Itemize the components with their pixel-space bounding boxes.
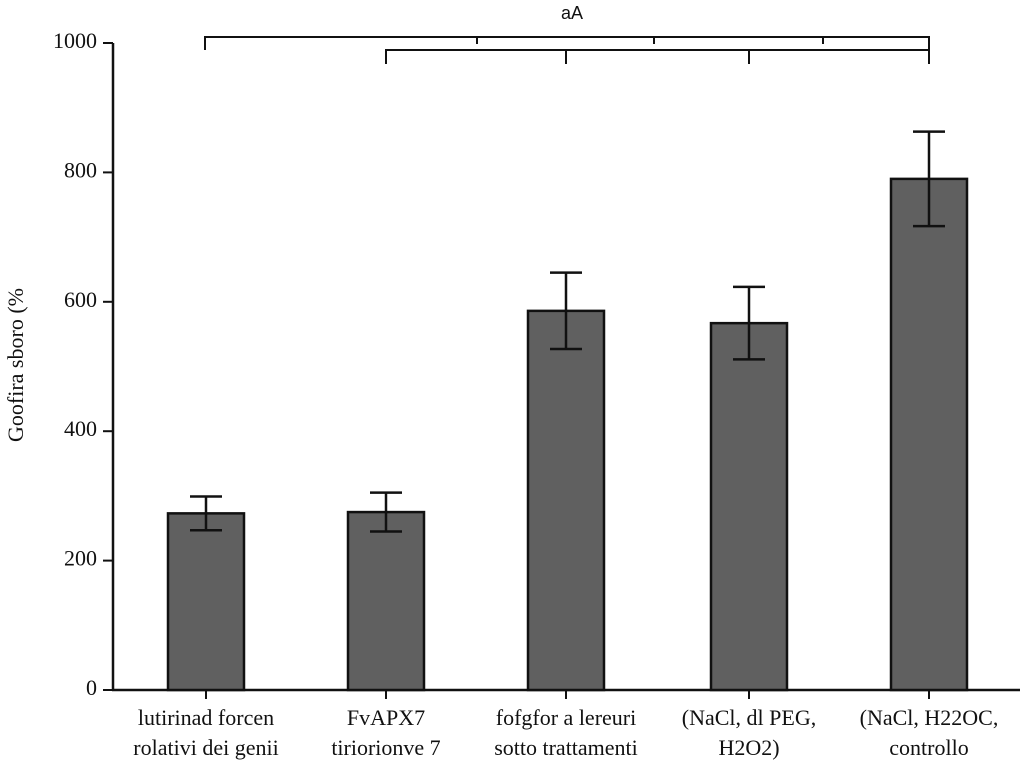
y-tick-label: 200 (64, 546, 97, 571)
x-tick-label: FvAPX7 (347, 705, 425, 730)
x-tick-label: rolativi dei genii (133, 735, 278, 760)
bar (709, 321, 789, 692)
chart-title: aA (561, 3, 583, 23)
bracket-lower (385, 49, 930, 64)
x-tick-label: tiriorionve 7 (331, 735, 440, 760)
x-tick-label: sotto trattamenti (494, 735, 638, 760)
x-tick-label: fofgfor a lereuri (496, 705, 636, 730)
bracket-ticks (476, 37, 824, 44)
bar (166, 512, 246, 692)
x-tick-label: controllo (889, 735, 968, 760)
y-tick-label: 400 (64, 416, 97, 441)
bar (889, 177, 969, 692)
y-tick-label: 0 (86, 675, 97, 700)
bar (526, 309, 606, 692)
x-tick-label: lutirinad forcen (138, 705, 274, 730)
bracket-top (204, 36, 930, 50)
y-tick-label: 600 (64, 287, 97, 312)
x-tick-label: (NaCl, H22OC, (860, 705, 999, 730)
y-tick-label: 800 (64, 157, 97, 182)
y-tick-label: 1000 (53, 28, 97, 53)
y-axis-label: Goofira sboro (% (3, 288, 28, 442)
x-tick-label: (NaCl, dl PEG, (682, 705, 816, 730)
significance-brackets (204, 36, 930, 64)
x-tick-label: H2O2) (718, 735, 779, 760)
bar (346, 510, 426, 692)
